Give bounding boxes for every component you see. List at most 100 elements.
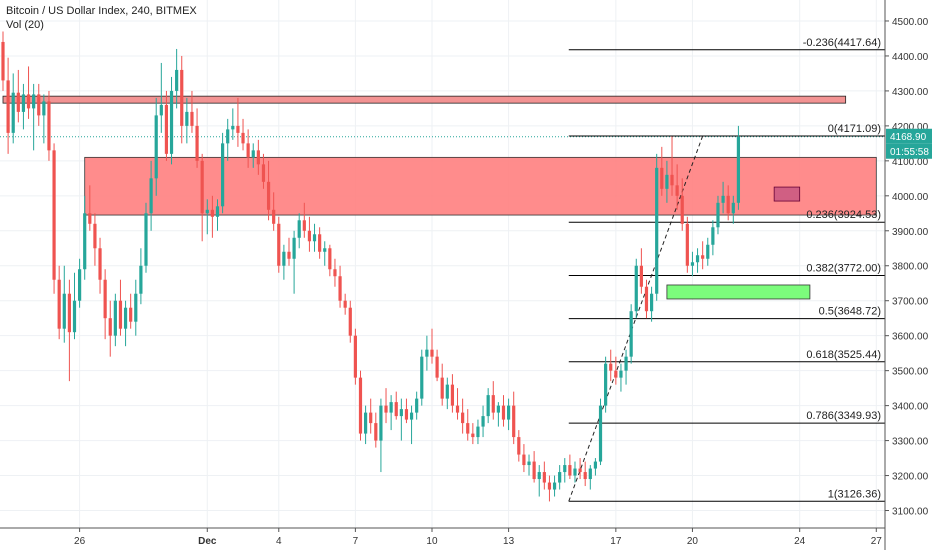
time-tick-label: 10 (426, 536, 438, 547)
price-tick-label: 3800.00 (892, 262, 929, 273)
marker-box-zone (773, 186, 801, 202)
candle-body (532, 461, 536, 480)
candle-body (409, 412, 414, 420)
candle-body (634, 265, 638, 312)
candle-body (98, 248, 102, 280)
candle-body (363, 412, 368, 434)
candle-body (21, 94, 26, 112)
fib-level-label: 0.236(3924.53) (806, 209, 881, 221)
fibonacci-retracement[interactable]: -0.236(4417.64) 0(4171.09) 0.236(3924.53) 0… (568, 37, 885, 502)
price-tick-label: 4400.00 (892, 52, 929, 63)
candle-body (573, 468, 577, 476)
price-tick-label: 3300.00 (892, 437, 929, 448)
candle-body (476, 426, 480, 438)
candle-body (67, 293, 71, 333)
candle-body (578, 468, 582, 473)
candle-body (517, 437, 521, 455)
candle-body (129, 307, 133, 322)
candle-body (118, 300, 123, 329)
candle-body (42, 101, 46, 116)
chart-legend: Bitcoin / US Dollar Index, 240, BITMEX V… (6, 4, 197, 32)
candle-body (563, 465, 567, 473)
fib-level-label: -0.236(4417.64) (803, 37, 881, 49)
price-tick-label: 3500.00 (892, 367, 929, 378)
price-tick-label: 3200.00 (892, 472, 929, 483)
candle-body (62, 293, 66, 329)
candle-body (282, 251, 286, 266)
candle-body (655, 167, 659, 294)
price-tick-label: 3400.00 (892, 402, 929, 413)
time-tick-label: 27 (871, 536, 883, 547)
candle-body (52, 150, 56, 280)
time-tick-label: 7 (353, 536, 359, 547)
candle-body (200, 160, 204, 214)
candle-body (649, 293, 654, 312)
price-tick-label: 3900.00 (892, 227, 929, 238)
candle-body (78, 269, 82, 301)
candle-body (297, 220, 301, 238)
candle-body (272, 209, 276, 224)
candle-body (277, 223, 281, 266)
candle-body (537, 472, 541, 480)
candle-body (675, 185, 679, 196)
time-tick-label: 24 (794, 536, 806, 547)
candle-body (415, 398, 419, 413)
price-tick-label: 4500.00 (892, 17, 929, 28)
fib-level-label: 1(3126.36) (828, 488, 881, 500)
candle-body (312, 234, 317, 242)
candle-body (353, 335, 357, 378)
candle-body (614, 370, 618, 378)
candle-body (389, 402, 393, 413)
candle-body (215, 206, 220, 217)
candle-body (231, 125, 235, 130)
candle-body (226, 129, 230, 144)
candle-body (241, 132, 245, 144)
candle-body (404, 409, 409, 420)
price-tick-label: 4000.00 (892, 192, 929, 203)
candle-body (445, 384, 449, 399)
candle-body (588, 468, 592, 480)
fib-trend-line (568, 135, 704, 502)
candle-body (57, 279, 61, 329)
candle-body (108, 318, 112, 336)
candle-body (307, 230, 312, 242)
candle-body (1, 41, 5, 81)
candle-body (221, 143, 225, 207)
candle-body (639, 265, 643, 287)
candle-body (598, 405, 603, 462)
candle-body (660, 167, 664, 189)
fib-level-label: 0.618(3525.44) (806, 349, 881, 361)
candle-body (440, 377, 444, 399)
candle-body (88, 213, 92, 224)
candle-body (246, 143, 250, 158)
time-tick-label: 4 (276, 536, 282, 547)
candle-body (394, 402, 398, 417)
symbol-title: Bitcoin / US Dollar Index, 240, BITMEX (6, 5, 197, 17)
candle-body (522, 454, 526, 466)
candle-body (318, 234, 322, 252)
candle-body (144, 213, 148, 266)
candle-body (609, 363, 613, 371)
price-tick-label: 4200.00 (892, 122, 929, 133)
candle-body (399, 409, 403, 417)
candle-body (527, 461, 531, 466)
fib-level-label: 0.786(3349.93) (806, 410, 881, 422)
candle-body (629, 311, 633, 357)
candle-body (343, 300, 347, 308)
volume-indicator-label[interactable]: Vol (20) (6, 19, 44, 31)
candle-body (26, 94, 31, 109)
candle-body (644, 286, 649, 312)
upper-resistance-zone (2, 95, 847, 104)
candle-body (358, 377, 363, 434)
resistance-zone-zone (84, 156, 877, 216)
countdown-badge (886, 143, 932, 159)
candle-body (435, 356, 439, 378)
candle-body (685, 223, 689, 266)
candle-body (624, 356, 628, 371)
candle-body (731, 202, 735, 214)
candle-body (547, 482, 552, 490)
candle-body (149, 178, 153, 214)
